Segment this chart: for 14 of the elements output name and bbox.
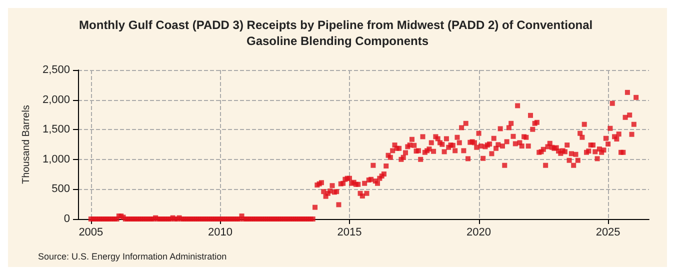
x-tick-label: 2005 [78, 226, 104, 238]
x-tick-label: 2015 [337, 226, 362, 238]
chart-title: Monthly Gulf Coast (PADD 3) Receipts by Pipeline from Midwest (PADD 2) of Conventional Gasoline Blending Components [79, 18, 596, 48]
x-tick-label: 2020 [466, 226, 492, 238]
source-note: Source: U.S. Energy Information Administration [38, 252, 227, 262]
y-tick-label: 500 [52, 183, 70, 196]
x-tick-label: 2010 [208, 226, 232, 238]
x-tick-label: 2025 [596, 226, 620, 238]
y-tick-label: 1,000 [42, 153, 70, 166]
y-tick-label: 2,000 [42, 94, 70, 106]
y-tick-label: 2,500 [42, 64, 70, 76]
y-axis-title: Thousand Barrels [21, 105, 32, 184]
y-tick-label: 1,500 [42, 124, 70, 136]
y-tick-label: 0 [64, 213, 70, 225]
